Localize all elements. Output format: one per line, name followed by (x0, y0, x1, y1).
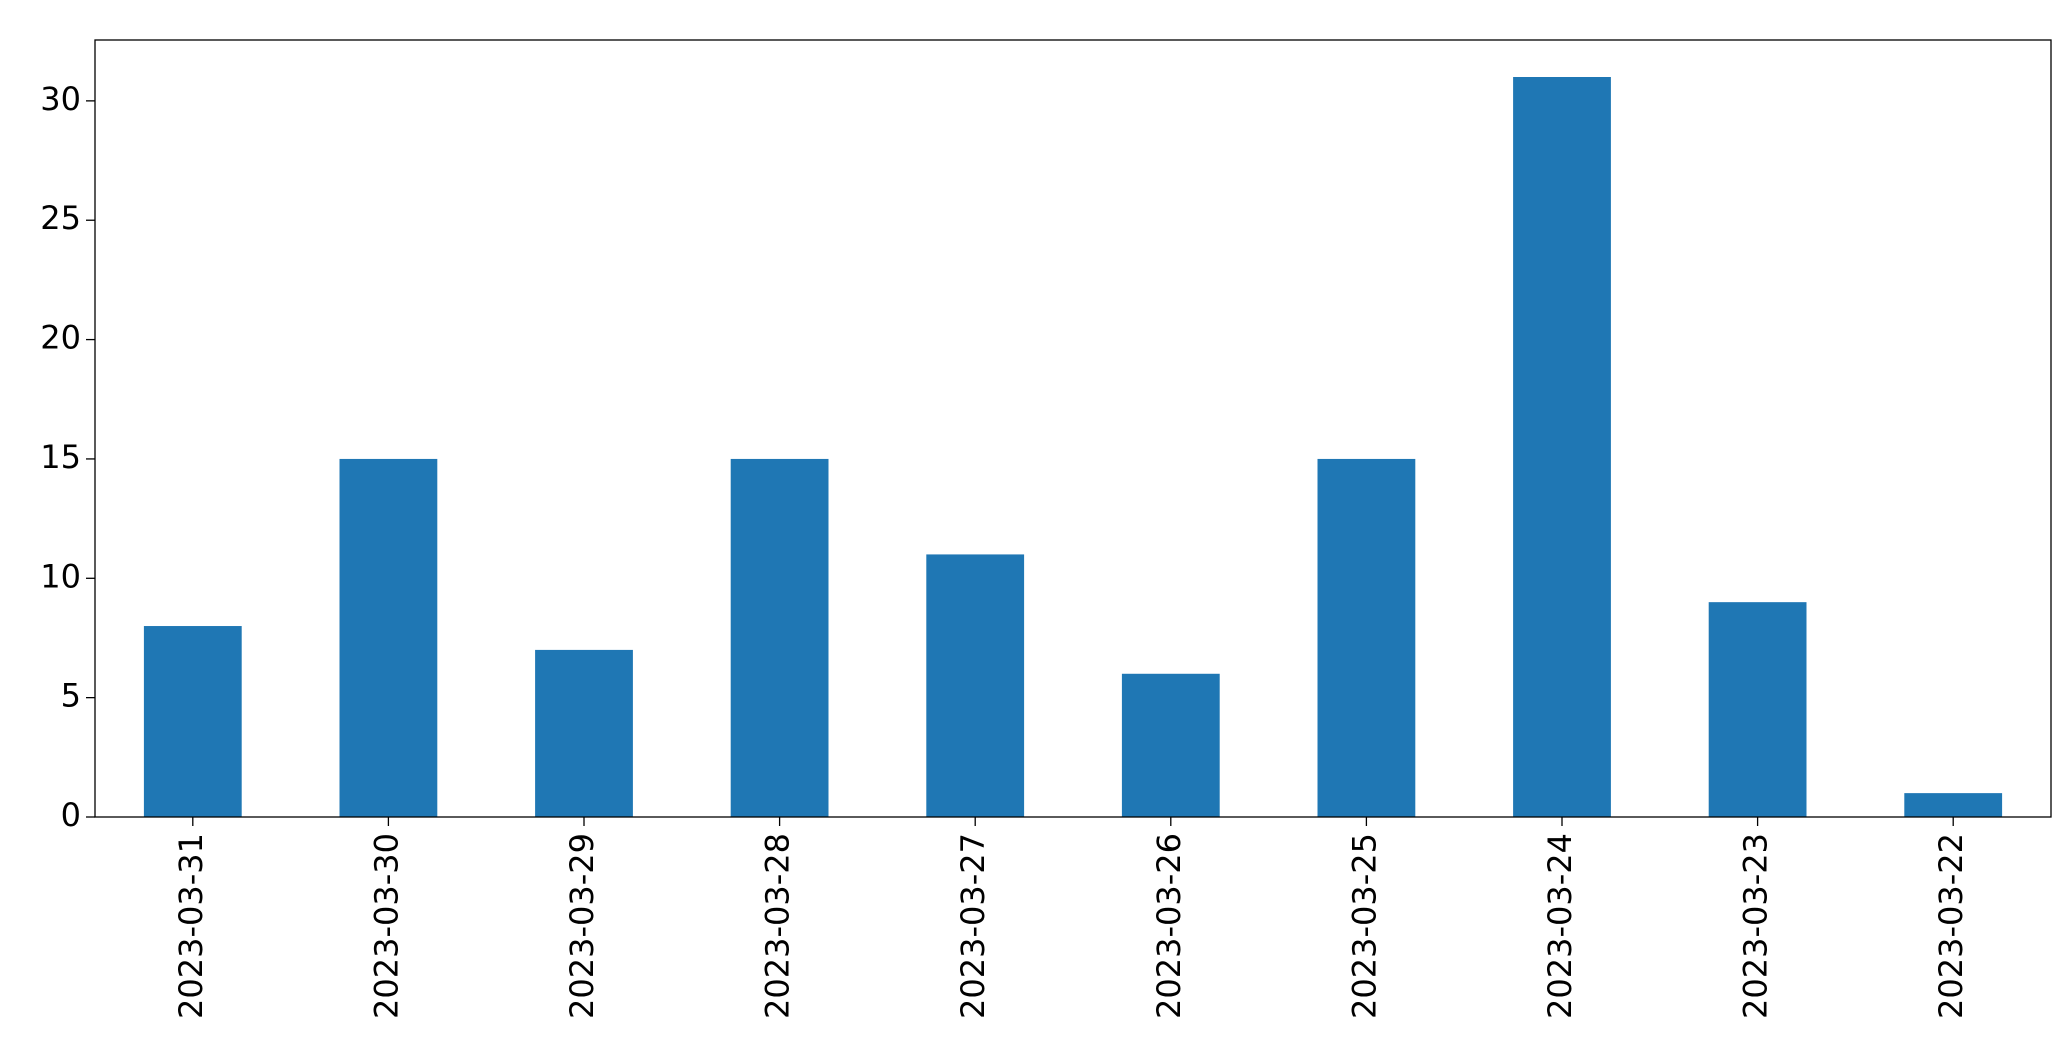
x-tick-label: 2023-03-28 (759, 833, 797, 1019)
x-tick-label: 2023-03-27 (954, 833, 992, 1019)
x-tick-label: 2023-03-29 (563, 833, 601, 1019)
x-tick-label: 2023-03-26 (1150, 833, 1188, 1019)
x-tick-label: 2023-03-30 (367, 833, 405, 1019)
y-tick-label: 30 (40, 80, 81, 118)
bar (143, 626, 242, 817)
bar (1121, 673, 1220, 817)
bar (1513, 77, 1611, 817)
bar (1904, 793, 2003, 817)
bar (1708, 602, 1807, 817)
x-tick-label: 2023-03-23 (1737, 833, 1775, 1019)
bar (730, 458, 829, 817)
y-tick-label: 20 (40, 319, 81, 357)
bar (339, 458, 438, 817)
x-tick-label: 2023-03-25 (1345, 833, 1383, 1019)
y-tick-label: 25 (40, 199, 81, 237)
bar (535, 649, 633, 817)
x-tick-label: 2023-03-24 (1541, 833, 1579, 1019)
x-tick-label: 2023-03-31 (172, 833, 210, 1019)
y-tick-label: 5 (61, 677, 81, 715)
axes-frame (94, 39, 2052, 818)
y-tick-label: 15 (40, 438, 81, 476)
y-tick-label: 10 (40, 557, 81, 595)
x-tick-label: 2023-03-22 (1932, 833, 1970, 1019)
y-tick-label: 0 (61, 796, 81, 834)
bar (1317, 458, 1416, 817)
bar (926, 554, 1025, 817)
